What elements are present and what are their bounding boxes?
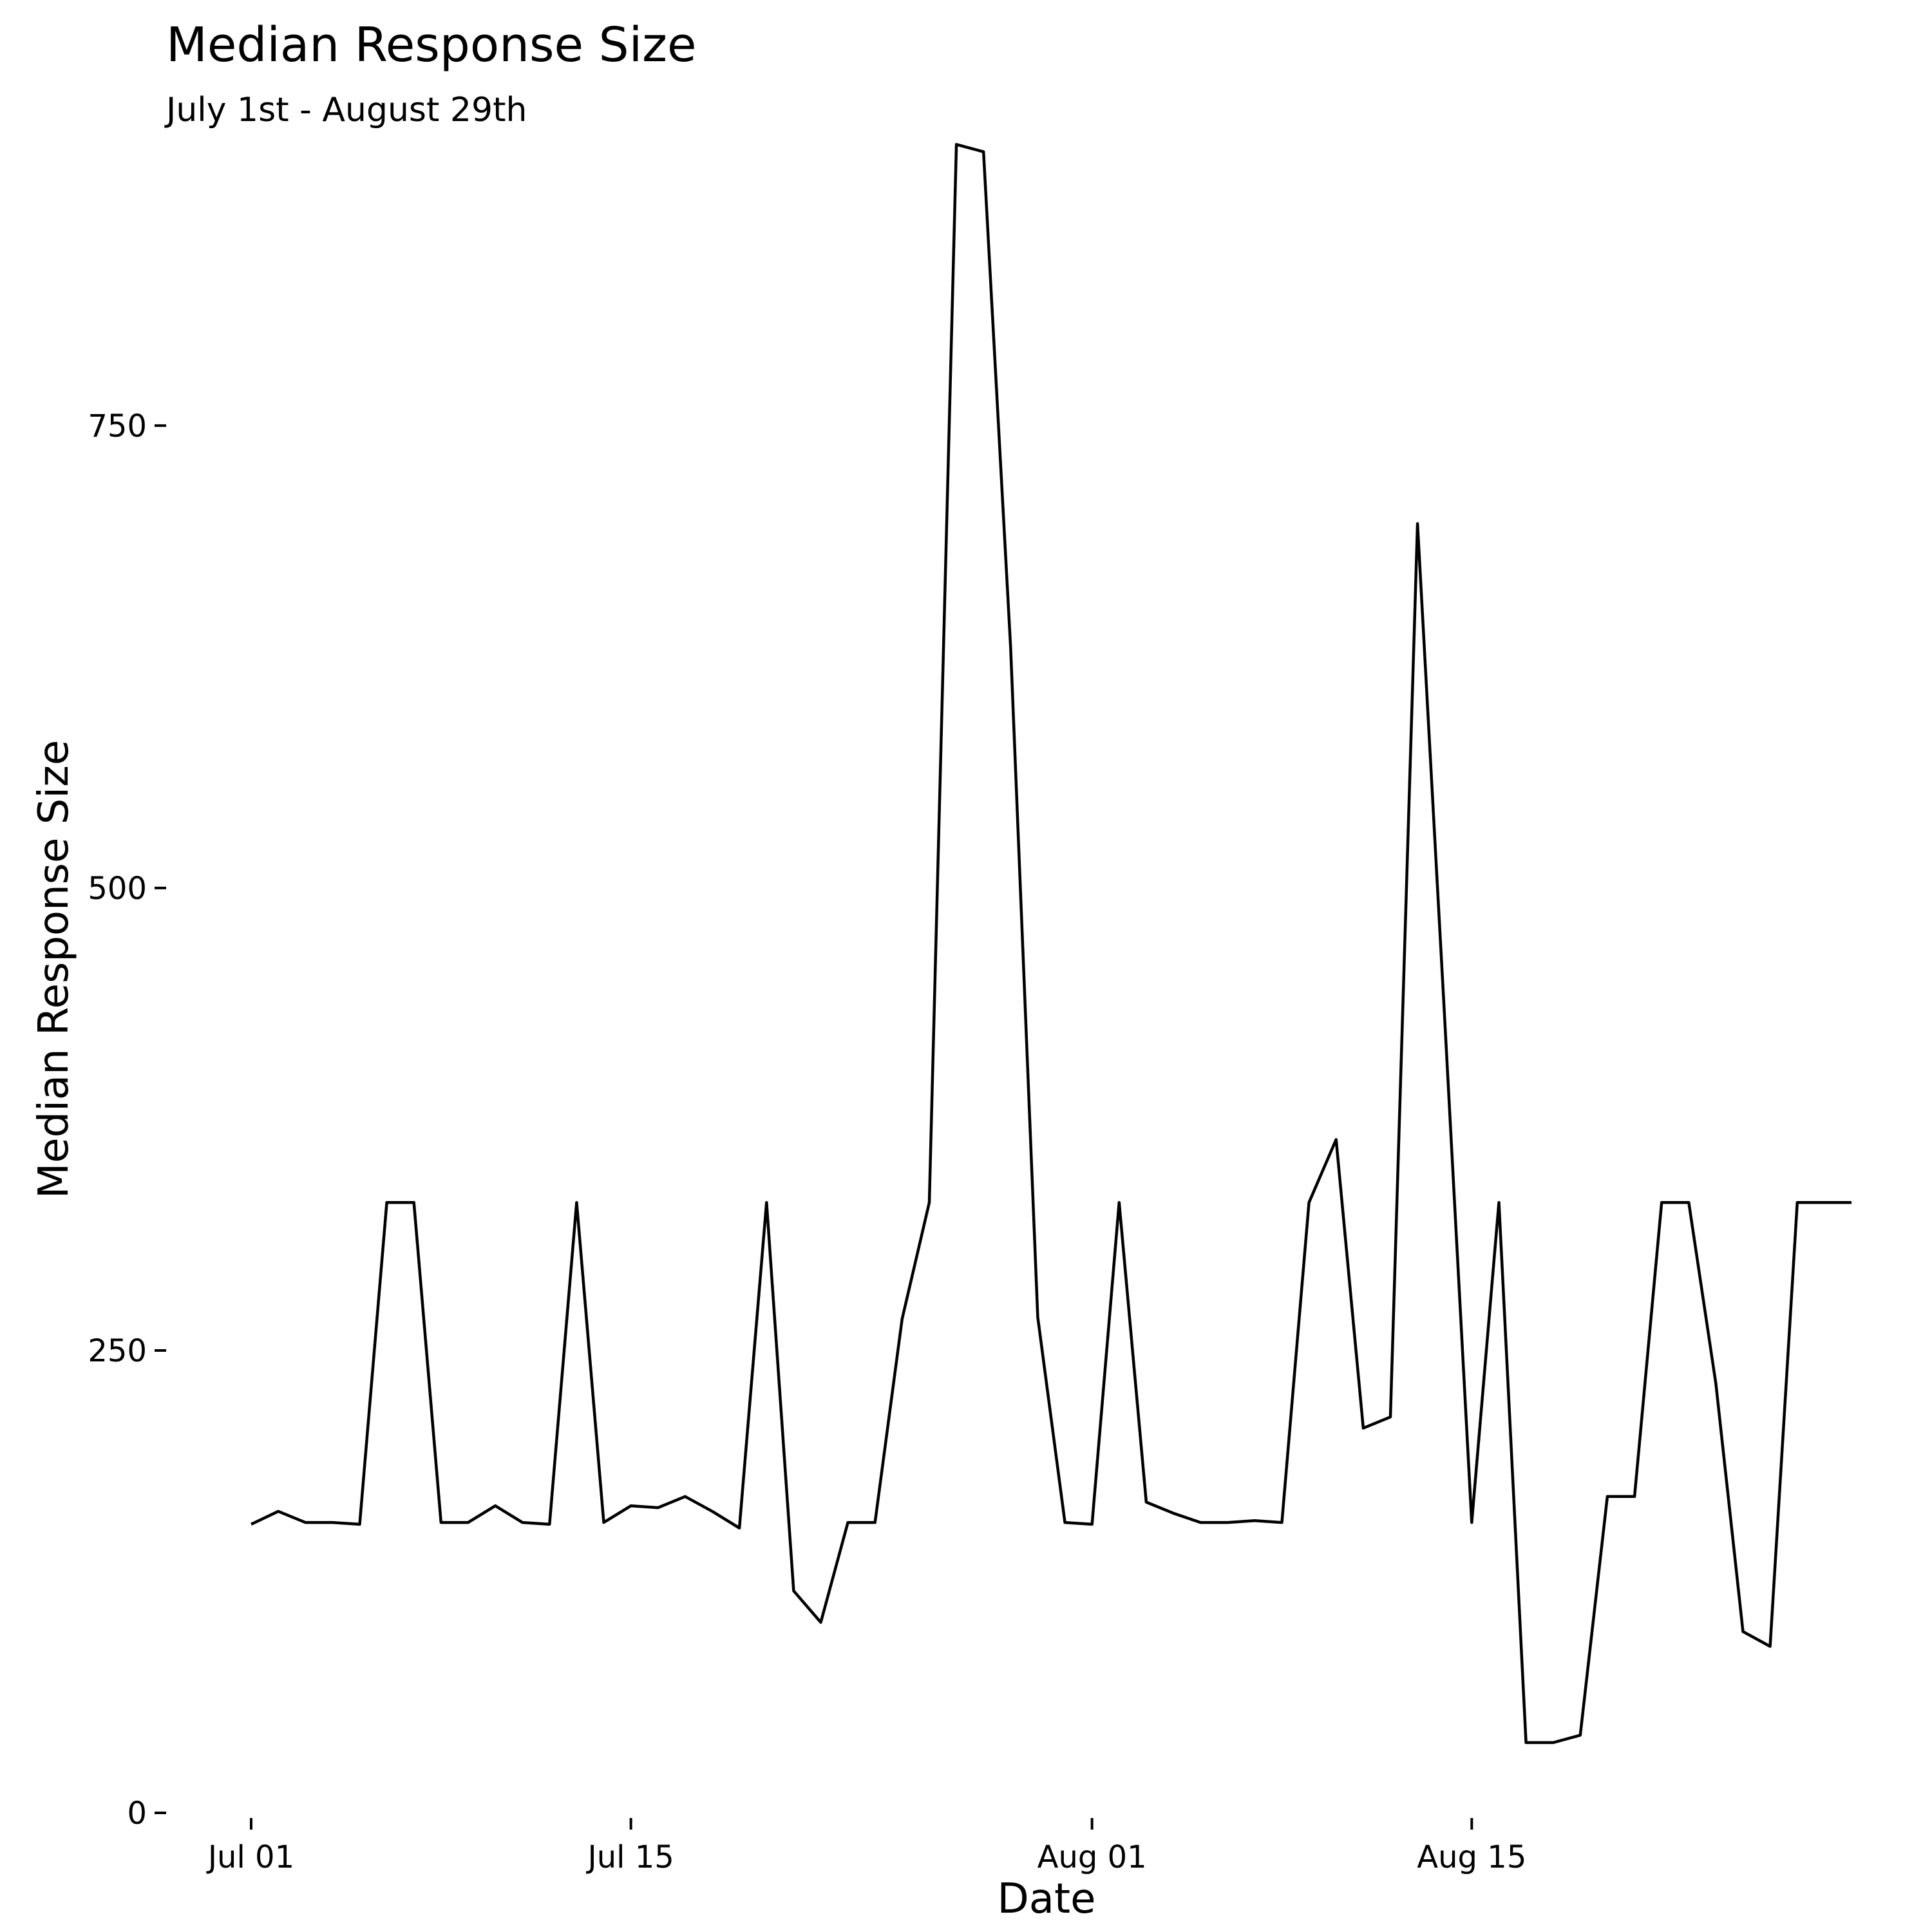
x-tick-label: Aug 01	[1037, 1839, 1147, 1875]
x-tick-label: Jul 01	[206, 1839, 294, 1875]
y-tick-label: 500	[88, 871, 147, 907]
x-tick-label: Aug 15	[1417, 1839, 1526, 1875]
y-tick-label: 750	[88, 408, 147, 444]
y-axis-title: Median Response Size	[30, 740, 78, 1198]
chart-title: Median Response Size	[166, 17, 697, 73]
x-axis-title: Date	[998, 1875, 1096, 1923]
series-line	[251, 143, 1852, 1745]
y-tick-label: 0	[127, 1795, 147, 1832]
x-tick-label: Jul 15	[586, 1839, 674, 1875]
chart-subtitle: July 1st - August 29th	[164, 91, 527, 129]
y-axis: 0 250 500 750	[88, 408, 166, 1832]
plot-area	[251, 143, 1852, 1745]
x-axis: Jul 01 Jul 15 Aug 01 Aug 15	[206, 1818, 1526, 1875]
y-tick-label: 250	[88, 1333, 147, 1369]
